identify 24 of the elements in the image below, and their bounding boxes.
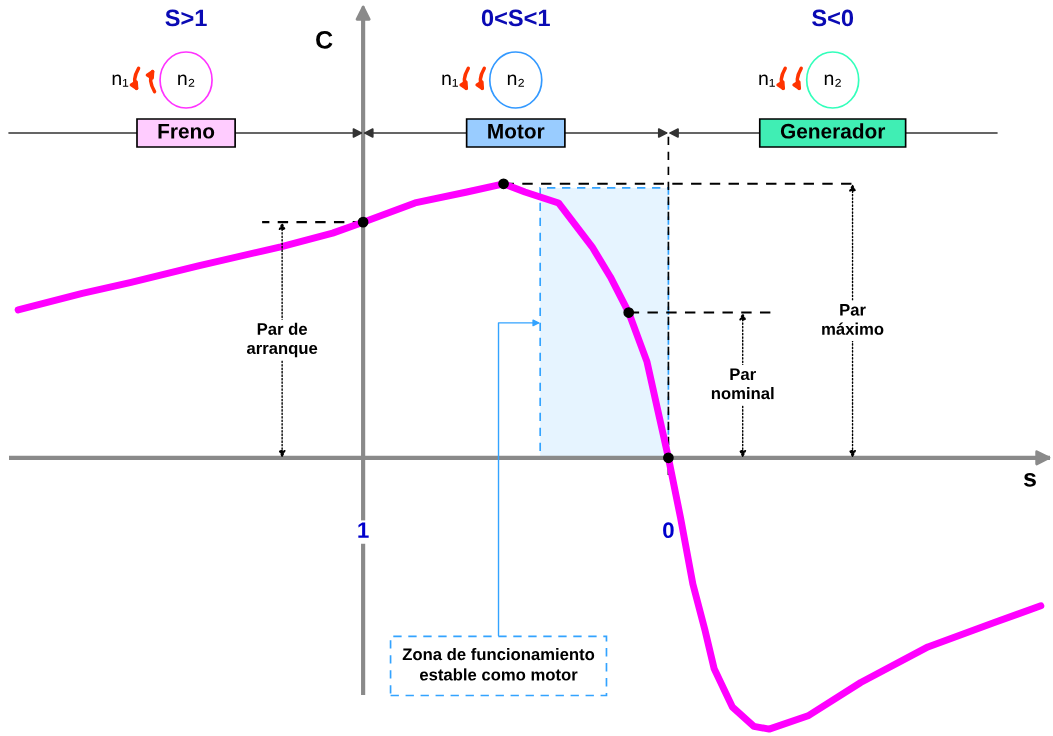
text: n₁ <box>442 74 458 87</box>
point <box>498 178 509 190</box>
text: n₂ <box>507 74 524 87</box>
x-tick-label: 0 <box>663 522 674 539</box>
band-label: Zona de funcionamiento estable como motor <box>402 647 595 681</box>
annotation: Par de arranque <box>246 322 318 358</box>
x-axis-title: s <box>1023 473 1036 487</box>
text: n₂ <box>178 74 195 87</box>
annotation: Par nominal <box>711 368 774 400</box>
text: n₁ <box>112 74 129 87</box>
text: Generador <box>780 123 886 139</box>
text: S>1 <box>165 9 207 27</box>
point <box>663 452 674 464</box>
ref-line-label: C <box>316 31 333 49</box>
point <box>623 307 635 318</box>
text: S<0 <box>812 9 854 27</box>
text: Freno <box>158 124 215 139</box>
point <box>357 216 369 228</box>
x-tick-label: 1 <box>358 522 369 538</box>
text: 0<S<1 <box>481 9 550 27</box>
text: Motor <box>488 124 545 139</box>
text: n₁ <box>759 74 775 87</box>
annotation: Par máximo <box>822 304 884 335</box>
text: n₂ <box>824 74 841 87</box>
